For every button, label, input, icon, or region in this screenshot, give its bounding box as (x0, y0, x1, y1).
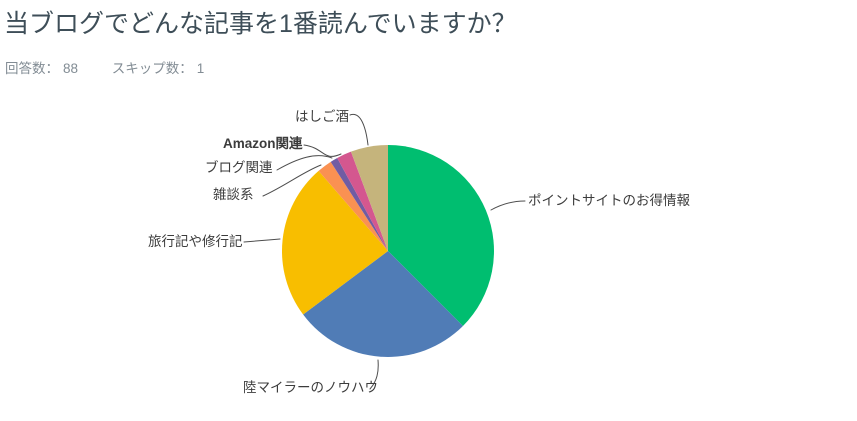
leader-line-5 (303, 144, 342, 157)
question-title: 当ブログでどんな記事を1番読んでいますか？ (4, 10, 517, 38)
skipped-label: スキップ数： (111, 61, 193, 76)
pie-slice-6[interactable] (350, 145, 388, 251)
leader-line-0 (490, 200, 526, 211)
response-stats: 回答数： 88 スキップ数： 1 (5, 57, 234, 77)
pie-slice-label-4: ブログ関連 (205, 160, 273, 175)
pie-slice-label-6: はしご酒 (295, 109, 349, 124)
leader-line-1 (369, 359, 379, 390)
pie-slice-4[interactable] (330, 157, 388, 251)
pie-slice-2[interactable] (281, 170, 388, 315)
leader-line-3 (262, 164, 322, 197)
pie-slice-label-1: 陸マイラーのノウハウ (243, 380, 378, 395)
pie-slice-label-2: 旅行記や修行記 (148, 234, 243, 249)
skipped-value: 1 (196, 61, 205, 76)
pie-slice-0[interactable] (388, 145, 494, 326)
answered-value: 88 (63, 61, 79, 76)
answered-label: 回答数： (5, 61, 59, 76)
leader-line-2 (243, 238, 281, 243)
answered-stat: 回答数： 88 (5, 61, 78, 76)
pie-slice-label-5: Amazon関連 (223, 136, 303, 151)
pie-slice-5[interactable] (337, 151, 388, 251)
leader-line-4 (276, 155, 333, 171)
pie-slice-3[interactable] (318, 161, 388, 251)
skipped-stat: スキップ数： 1 (112, 61, 205, 76)
pie-slice-label-3: 雑談系 (213, 187, 254, 202)
pie-slice-label-0: ポイントサイトのお得情報 (528, 193, 690, 208)
leader-line-6 (349, 113, 369, 146)
pie-slice-1[interactable] (303, 251, 463, 357)
